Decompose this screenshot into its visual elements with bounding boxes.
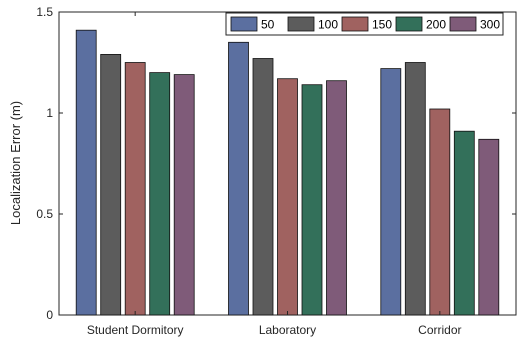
x-tick-label: Laboratory <box>259 323 316 337</box>
legend-label: 100 <box>318 18 338 32</box>
legend-swatch-150 <box>341 16 369 32</box>
legend: 50 100 150 200 300 <box>225 12 504 36</box>
bar-100-1 <box>252 58 274 316</box>
legend-swatch-300 <box>449 16 477 32</box>
bar-150-2 <box>429 108 451 316</box>
y-tick-label: 1.5 <box>36 5 53 19</box>
bar-200-1 <box>301 84 323 316</box>
bar-100-0 <box>100 54 122 316</box>
y-tick-label: 0 <box>46 308 53 322</box>
bar-50-0 <box>75 29 97 316</box>
legend-label: 150 <box>372 18 392 32</box>
legend-label: 50 <box>261 18 275 32</box>
bar-50-1 <box>228 41 249 316</box>
axes-group: Student Dormitory Laboratory Corridor 0 0.5 1… <box>36 5 516 337</box>
bars-group <box>75 29 500 316</box>
legend-label: 300 <box>480 18 500 32</box>
bar-100-2 <box>404 62 426 316</box>
bar-150-0 <box>124 62 146 316</box>
legend-swatch-200 <box>395 16 423 32</box>
bar-300-0 <box>173 74 195 316</box>
y-tick-label: 0.5 <box>36 207 53 221</box>
legend-swatch-50 <box>230 16 258 32</box>
bar-150-1 <box>277 78 298 316</box>
x-tick-label: Student Dormitory <box>87 323 184 337</box>
bar-300-1 <box>326 80 347 316</box>
y-tick-label: 1 <box>46 106 53 120</box>
bar-200-0 <box>149 72 171 316</box>
x-tick-label: Corridor <box>418 323 461 337</box>
bar-50-2 <box>380 68 402 316</box>
bar-300-2 <box>478 138 500 316</box>
y-axis-label: Localization Error (m) <box>8 101 23 225</box>
legend-label: 200 <box>426 18 446 32</box>
bar-200-2 <box>453 130 475 316</box>
legend-swatch-100 <box>287 16 315 32</box>
